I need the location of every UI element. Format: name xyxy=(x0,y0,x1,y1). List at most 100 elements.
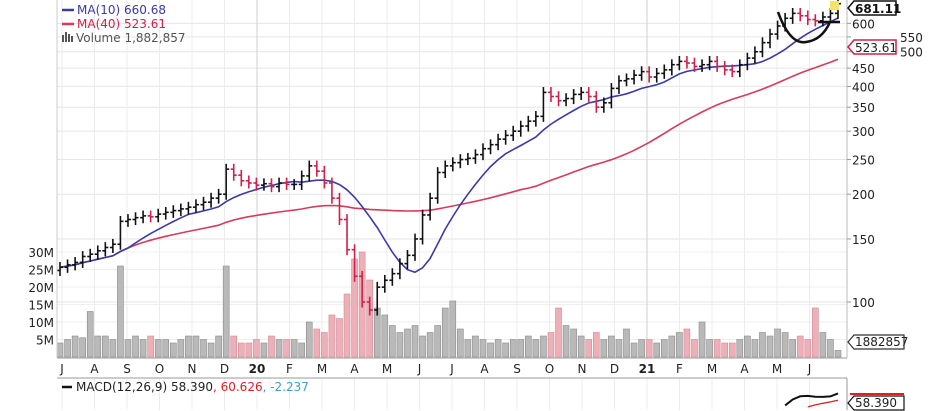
legend-ma10: MA(10) 660.68 xyxy=(77,3,166,17)
price-bar xyxy=(729,64,736,78)
volume-bar xyxy=(283,339,290,358)
price-bar xyxy=(532,110,539,127)
price-bar xyxy=(563,93,570,107)
volume-bar xyxy=(434,325,441,358)
ma40-tag: 523.61 xyxy=(847,39,897,55)
volume-bar xyxy=(305,321,313,358)
volume-bar xyxy=(215,335,222,358)
volume-bar xyxy=(759,332,766,358)
volume-axis: 5M 10M 15M 20M 25M 30M xyxy=(28,246,54,348)
month-label: J xyxy=(807,362,812,376)
price-bar xyxy=(517,120,524,137)
volume-bar xyxy=(132,335,139,358)
volume-bar xyxy=(79,337,86,358)
volume-bar xyxy=(502,342,509,358)
price-bar xyxy=(668,59,675,76)
price-bar xyxy=(585,87,592,103)
price-tick-label: 400 xyxy=(852,80,875,94)
price-bar xyxy=(767,28,774,49)
price-bar xyxy=(238,169,245,187)
price-bar xyxy=(502,130,509,145)
macd-value: 58.390 xyxy=(171,380,213,394)
volume-bar xyxy=(585,339,593,358)
price-tick-label: 100 xyxy=(852,296,875,310)
price-bar xyxy=(313,160,320,177)
price-bar xyxy=(260,178,267,191)
price-bar xyxy=(79,251,86,268)
price-tick-label: 350 xyxy=(852,101,875,115)
price-bar xyxy=(321,165,328,189)
price-bar xyxy=(827,7,834,23)
volume-bar xyxy=(540,335,547,358)
price-bar xyxy=(714,56,721,72)
price-tick-label: 550 xyxy=(900,31,923,45)
macd-signal-value: , 60.626 xyxy=(213,380,263,394)
price-tick-label: 600 xyxy=(852,17,875,31)
price-bar xyxy=(442,160,449,179)
price-bar xyxy=(389,268,396,286)
volume-bar xyxy=(555,307,562,358)
month-label: F xyxy=(286,362,293,376)
volume-tick-label: 25M xyxy=(28,264,54,278)
price-bar xyxy=(87,248,94,263)
macd-value-label: 58.390 xyxy=(855,396,897,410)
volume-bar xyxy=(668,335,676,358)
price-bar xyxy=(600,97,607,113)
volume-bar xyxy=(441,307,449,358)
price-bar xyxy=(351,244,358,282)
volume-bar xyxy=(426,332,434,358)
last-price-label: 681.11 xyxy=(855,2,901,16)
price-bar xyxy=(555,91,562,107)
month-label: A xyxy=(350,362,359,376)
price-tick-label: 500 xyxy=(900,46,923,60)
volume-bar xyxy=(313,328,321,358)
price-bar xyxy=(774,20,781,40)
month-label: J xyxy=(449,362,454,376)
price-bar xyxy=(615,75,622,94)
volume-bar xyxy=(766,335,774,358)
price-bar xyxy=(124,214,131,227)
price-bar xyxy=(744,52,751,71)
month-label: 20 xyxy=(249,362,266,376)
volume-bar xyxy=(547,332,555,358)
price-tick-label: 200 xyxy=(852,188,875,202)
volume-bar xyxy=(139,339,147,358)
month-label: N xyxy=(188,362,197,376)
volume-bar xyxy=(162,339,170,358)
price-bar xyxy=(487,139,494,155)
volume-bar xyxy=(298,342,306,358)
month-label: M xyxy=(317,362,327,376)
price-bar xyxy=(434,167,441,204)
price-bar xyxy=(510,125,517,141)
volume-bar xyxy=(744,335,751,358)
price-bar xyxy=(215,188,222,204)
volume-bar xyxy=(177,339,185,358)
volume-bar xyxy=(698,321,706,358)
volume-tick-label: 30M xyxy=(28,246,54,260)
volume-bar xyxy=(275,339,283,358)
price-bar xyxy=(177,203,184,217)
volume-bar xyxy=(736,339,744,358)
month-label: N xyxy=(578,362,587,376)
volume-bar xyxy=(517,339,525,358)
volume-bar xyxy=(102,335,109,358)
volume-bar xyxy=(676,332,683,358)
volume-bar xyxy=(389,325,396,358)
volume-bar xyxy=(449,300,457,358)
price-bar xyxy=(578,87,585,100)
volume-tick-label: 15M xyxy=(28,299,54,313)
volume-bar xyxy=(479,339,487,358)
price-bar xyxy=(570,89,577,105)
volume-bar xyxy=(94,335,102,358)
volume-bar xyxy=(56,342,64,358)
price-bar xyxy=(608,83,615,109)
volume-bar xyxy=(222,265,230,358)
volume-bar xyxy=(525,335,532,358)
price-bar xyxy=(736,59,743,78)
price-bar xyxy=(472,149,479,164)
price-bar xyxy=(457,154,464,169)
volume-bar xyxy=(653,342,661,358)
macd-line xyxy=(784,392,839,407)
volume-bar xyxy=(487,342,494,358)
